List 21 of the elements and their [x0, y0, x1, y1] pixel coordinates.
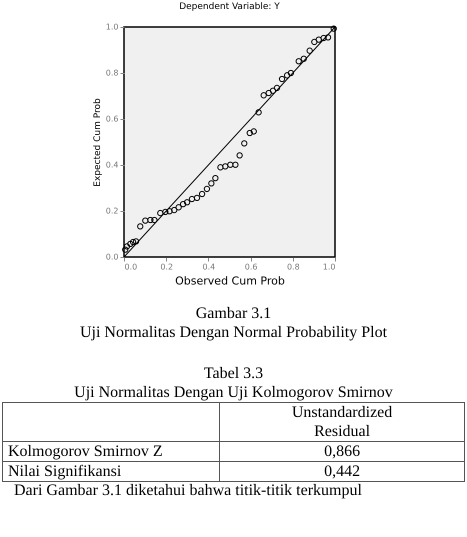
text: Uji Normalitas Dengan Uji Kolmogorov Smirnov	[73, 383, 394, 402]
x-axis-title: Observed Cum Prob	[175, 274, 285, 288]
text: Gambar 3.1	[194, 304, 272, 323]
x-tick-label: 1.0	[322, 262, 336, 272]
y-tick-label: 0.4	[106, 160, 118, 170]
y-tick-label: 1.0	[106, 22, 118, 32]
y-tick-label: 0.8	[106, 68, 118, 78]
table: Unstandardized Residual Kolmogorov Smirnov Z 0,866 Nilai Signifikansi 0,442	[2, 402, 465, 482]
y-tick-label: 0.2	[106, 206, 118, 216]
chart-title: Dependent Variable: Y	[179, 2, 280, 12]
y-axis-title: Expected Cum Prob	[92, 98, 103, 187]
x-tick-label: 0.0	[124, 262, 138, 272]
text: Uji Normalitas Dengan Normal Probability Plot	[78, 323, 388, 342]
y-tick-label: 0.6	[106, 114, 118, 124]
x-tick-label: 0.6	[244, 262, 258, 272]
x-tick-label: 0.2	[160, 262, 174, 272]
text: Tabel 3.3	[202, 364, 264, 383]
x-tick-label: 0.8	[286, 262, 300, 272]
x-tick-label: 0.4	[202, 262, 216, 272]
y-tick-label: 0.0	[106, 252, 118, 262]
text: Dari Gambar 3.1 diketahui bahwa titik-titik terkumpul	[13, 482, 363, 500]
